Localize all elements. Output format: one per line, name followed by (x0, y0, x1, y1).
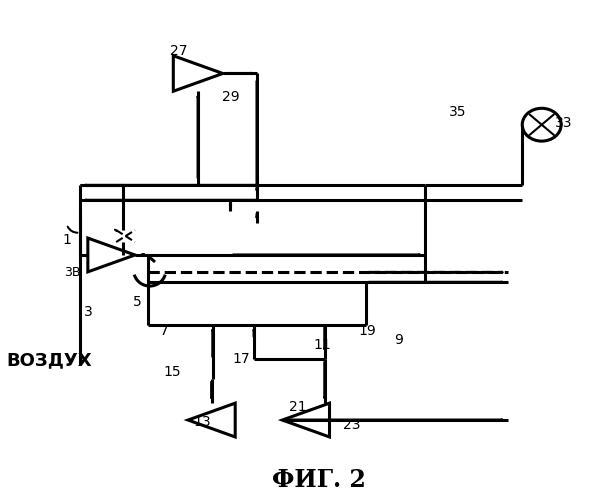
Text: 27: 27 (170, 44, 188, 58)
Text: 33: 33 (555, 116, 573, 130)
Text: 17: 17 (232, 352, 250, 366)
Text: 23: 23 (343, 418, 360, 432)
Text: ВОЗДУХ: ВОЗДУХ (6, 352, 92, 370)
Text: ФИГ. 2: ФИГ. 2 (272, 468, 366, 491)
Text: 9: 9 (394, 334, 403, 347)
Text: 7: 7 (160, 324, 169, 338)
Text: 15: 15 (164, 365, 181, 379)
Text: 3: 3 (84, 305, 92, 319)
Text: 19: 19 (359, 324, 376, 338)
Text: 35: 35 (449, 105, 466, 119)
Text: 29: 29 (221, 90, 239, 104)
Text: 5: 5 (133, 295, 141, 309)
Text: 13: 13 (193, 414, 211, 428)
Text: 21: 21 (290, 400, 307, 413)
Text: 1: 1 (62, 233, 71, 247)
Text: 3В: 3В (64, 266, 81, 279)
Text: 11: 11 (313, 338, 331, 352)
